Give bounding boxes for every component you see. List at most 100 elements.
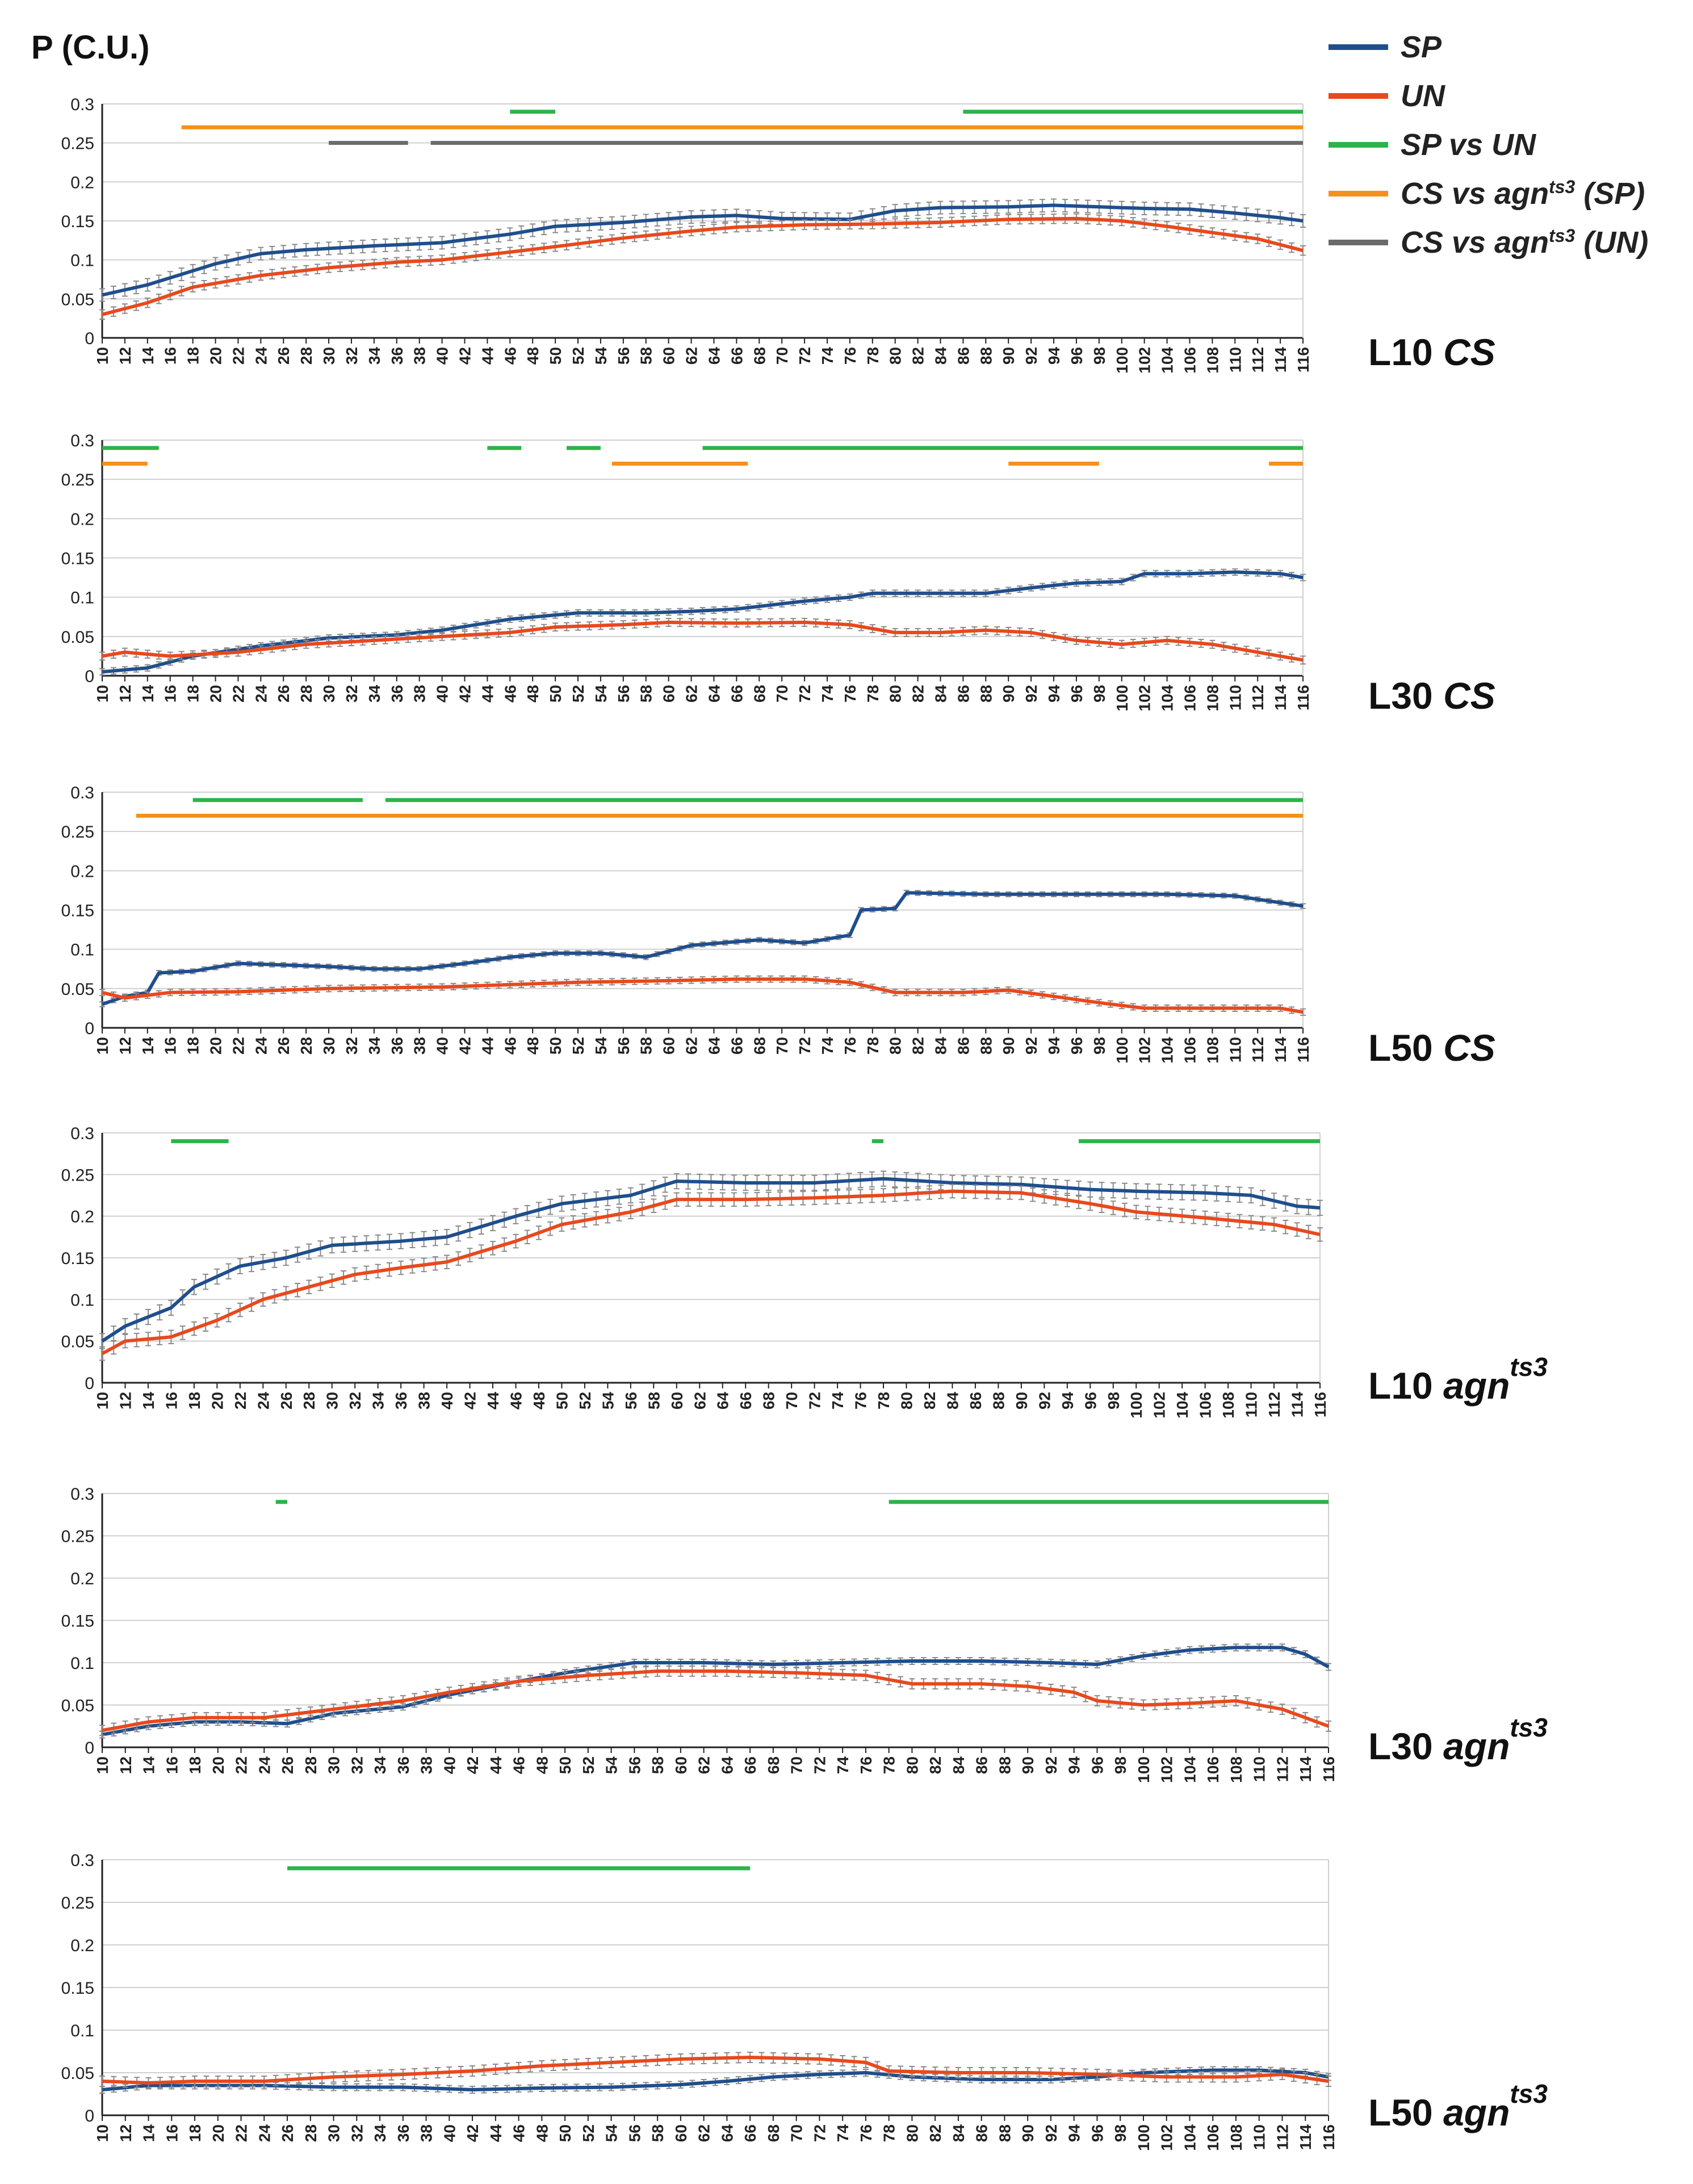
- y-tick-label: 0.05: [61, 1697, 94, 1716]
- x-tick-label: 48: [533, 2124, 551, 2142]
- x-tick-label: 40: [438, 1392, 456, 1409]
- x-tick-label: 94: [1045, 685, 1063, 703]
- x-tick-label: 22: [229, 685, 247, 702]
- x-tick-label: 94: [1066, 2124, 1083, 2143]
- x-tick-label: 96: [1068, 1037, 1086, 1055]
- x-tick-label: 62: [695, 2124, 713, 2142]
- x-tick-label: 22: [229, 1037, 247, 1055]
- series-line-sp: [102, 570, 1304, 674]
- x-tick-label: 40: [441, 1756, 458, 1774]
- panel-label-l30-cs: L30 CS: [1368, 675, 1495, 717]
- x-tick-label: 32: [343, 685, 361, 702]
- x-tick-label: 106: [1181, 347, 1198, 374]
- x-tick-label: 52: [576, 1392, 594, 1409]
- x-tick-label: 74: [829, 1392, 846, 1410]
- x-tick-label: 88: [977, 347, 995, 365]
- x-tick-label: 86: [967, 1392, 984, 1409]
- x-tick-label: 104: [1181, 2124, 1198, 2151]
- x-tick-label: 28: [302, 2124, 320, 2142]
- x-tick-label: 26: [275, 1037, 292, 1055]
- x-tick-label: 104: [1159, 685, 1176, 712]
- x-tick-label: 12: [116, 1392, 134, 1409]
- x-tick-label: 102: [1158, 2124, 1176, 2151]
- x-tick-label: 26: [279, 1756, 296, 1774]
- y-tick-label: 0: [85, 2107, 94, 2126]
- x-tick-label: 76: [841, 347, 859, 365]
- x-tick-label: 110: [1226, 685, 1244, 710]
- x-tick-label: 58: [645, 1392, 663, 1409]
- x-tick-label: 90: [1013, 1392, 1030, 1409]
- x-tick-label: 38: [411, 347, 429, 365]
- x-tick-label: 42: [464, 1756, 481, 1774]
- x-tick-label: 34: [371, 1756, 389, 1775]
- x-tick-label: 56: [615, 685, 632, 702]
- y-tick-label: 0.1: [70, 1654, 94, 1673]
- x-tick-label: 104: [1181, 1756, 1198, 1783]
- x-tick-label: 88: [996, 1756, 1013, 1774]
- x-tick-label: 66: [741, 1756, 759, 1774]
- x-tick-label: 96: [1082, 1392, 1099, 1409]
- x-tick-label: 34: [366, 685, 383, 703]
- x-tick-label: 86: [954, 1037, 972, 1055]
- x-tick-label: 18: [186, 2124, 204, 2142]
- x-tick-label: 38: [418, 1756, 435, 1774]
- series-un: [99, 1183, 1323, 1361]
- panel-6: 0 0.05 0.1 0.15 0.2 0.25 0.3 10 12 14 16 18 20 22 24 26…: [61, 1851, 1338, 2151]
- x-tick-label: 84: [944, 1392, 961, 1410]
- x-tick-label: 12: [117, 2124, 135, 2142]
- x-tick-label: 68: [760, 1392, 778, 1409]
- x-tick-label: 60: [660, 1037, 678, 1055]
- x-tick-label: 78: [881, 2124, 898, 2142]
- x-tick-label: 66: [737, 1392, 755, 1409]
- x-tick-label: 16: [163, 1756, 181, 1774]
- x-tick-label: 84: [932, 347, 950, 365]
- y-tick-label: 0: [85, 1374, 94, 1393]
- x-tick-label: 12: [116, 347, 134, 365]
- series-line-sp: [101, 1177, 1321, 1343]
- x-tick-label: 42: [456, 1037, 473, 1055]
- x-tick-label: 44: [479, 1037, 496, 1055]
- x-tick-label: 84: [950, 1756, 967, 1775]
- series-line-un: [102, 620, 1304, 662]
- x-tick-label: 106: [1181, 1037, 1198, 1064]
- x-tick-label: 52: [580, 2124, 597, 2142]
- x-tick-label: 98: [1091, 1037, 1108, 1055]
- series-sp: [99, 1170, 1323, 1349]
- legend-swatch-un: [1329, 93, 1388, 99]
- x-tick-label: 90: [1000, 685, 1017, 702]
- x-tick-label: 76: [841, 1037, 859, 1055]
- panel-label-l10-cs: L10 CS: [1368, 331, 1495, 373]
- x-tick-label: 94: [1045, 1037, 1063, 1055]
- y-tick-label: 0.3: [70, 1851, 94, 1870]
- x-tick-label: 24: [255, 1756, 273, 1775]
- x-tick-label: 60: [668, 1392, 686, 1409]
- x-tick-label: 34: [366, 1037, 383, 1055]
- x-tick-label: 30: [320, 685, 338, 702]
- x-tick-label: 80: [898, 1392, 916, 1409]
- legend-item-un: UN: [1329, 72, 1648, 120]
- x-tick-label: 52: [580, 1756, 597, 1774]
- y-tick-label: 0.25: [61, 1528, 94, 1546]
- x-tick-label: 46: [507, 1392, 525, 1409]
- series-sp: [99, 1643, 1331, 1739]
- y-tick-label: 0: [85, 667, 94, 686]
- x-tick-label: 50: [556, 1756, 574, 1774]
- x-tick-label: 110: [1226, 347, 1244, 373]
- x-tick-label: 114: [1297, 1756, 1314, 1783]
- x-tick-label: 80: [887, 685, 904, 702]
- series-line-un: [102, 216, 1304, 316]
- legend-item-sp-vs-un: SP vs UN: [1329, 120, 1648, 169]
- x-tick-label: 14: [140, 1392, 157, 1410]
- x-tick-label: 96: [1088, 1756, 1106, 1774]
- x-tick-label: 54: [603, 1756, 621, 1775]
- x-tick-label: 38: [411, 1037, 429, 1055]
- x-tick-label: 34: [366, 347, 383, 365]
- x-tick-label: 32: [348, 2124, 366, 2142]
- x-tick-label: 58: [649, 2124, 667, 2142]
- y-tick-label: 0.05: [61, 1333, 94, 1352]
- x-tick-label: 116: [1294, 1037, 1312, 1062]
- y-axis-label: P (C.U.): [31, 29, 150, 66]
- x-tick-label: 36: [388, 685, 406, 702]
- x-tick-label: 64: [718, 2124, 736, 2143]
